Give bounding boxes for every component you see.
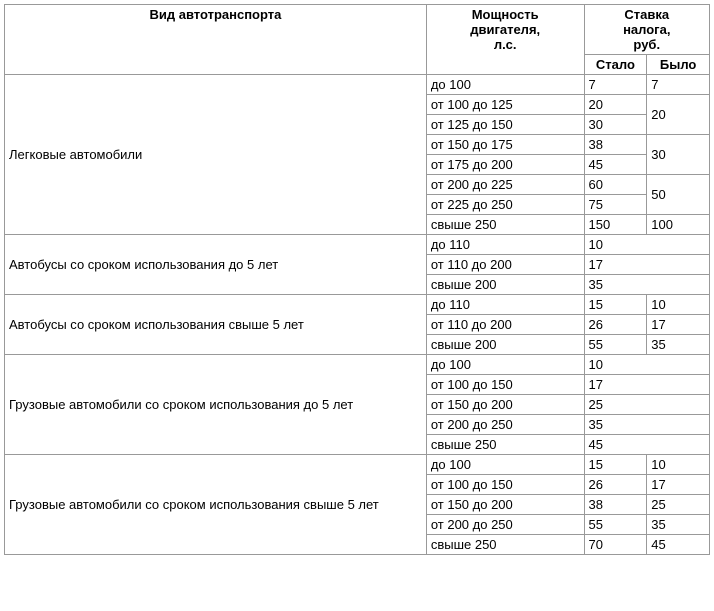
rate-now-cell: 15	[584, 295, 647, 315]
rate-now-cell: 10	[584, 355, 709, 375]
rate-now-cell: 25	[584, 395, 709, 415]
power-cell: от 200 до 225	[426, 175, 584, 195]
rate-now-cell: 30	[584, 115, 647, 135]
power-cell: от 150 до 200	[426, 495, 584, 515]
rate-was-cell: 45	[647, 535, 710, 555]
power-cell: от 100 до 150	[426, 375, 584, 395]
power-cell: от 110 до 200	[426, 255, 584, 275]
rate-now-cell: 70	[584, 535, 647, 555]
vehicle-type-cell: Автобусы со сроком использования свыше 5…	[5, 295, 427, 355]
power-cell: от 225 до 250	[426, 195, 584, 215]
power-cell: свыше 250	[426, 215, 584, 235]
rate-was-cell: 7	[647, 75, 710, 95]
rate-now-cell: 20	[584, 95, 647, 115]
rate-was-cell: 10	[647, 455, 710, 475]
rate-now-cell: 7	[584, 75, 647, 95]
rate-now-cell: 75	[584, 195, 647, 215]
header-tax-rate: Ставканалога,руб.	[584, 5, 709, 55]
power-cell: от 150 до 200	[426, 395, 584, 415]
header-now: Стало	[584, 55, 647, 75]
rate-now-cell: 45	[584, 435, 709, 455]
power-cell: от 125 до 150	[426, 115, 584, 135]
power-cell: от 100 до 150	[426, 475, 584, 495]
vehicle-type-cell: Грузовые автомобили со сроком использова…	[5, 355, 427, 455]
rate-now-cell: 17	[584, 255, 709, 275]
rate-now-cell: 15	[584, 455, 647, 475]
power-cell: до 100	[426, 455, 584, 475]
rate-now-cell: 55	[584, 335, 647, 355]
power-cell: свыше 200	[426, 275, 584, 295]
rate-now-cell: 26	[584, 475, 647, 495]
rate-was-cell: 35	[647, 515, 710, 535]
rate-was-cell: 17	[647, 475, 710, 495]
vehicle-type-cell: Грузовые автомобили со сроком использова…	[5, 455, 427, 555]
rate-was-cell: 25	[647, 495, 710, 515]
table-row: Грузовые автомобили со сроком использова…	[5, 355, 710, 375]
rate-was-cell: 20	[647, 95, 710, 135]
rate-now-cell: 38	[584, 135, 647, 155]
rate-now-cell: 60	[584, 175, 647, 195]
table-row: Грузовые автомобили со сроком использова…	[5, 455, 710, 475]
table-row: Автобусы со сроком использования до 5 ле…	[5, 235, 710, 255]
power-cell: от 200 до 250	[426, 415, 584, 435]
rate-now-cell: 35	[584, 415, 709, 435]
power-cell: до 110	[426, 295, 584, 315]
rate-now-cell: 10	[584, 235, 709, 255]
power-cell: от 175 до 200	[426, 155, 584, 175]
rate-now-cell: 55	[584, 515, 647, 535]
tax-table: Вид автотранспорта Мощностьдвигателя,л.с…	[4, 4, 710, 555]
rate-was-cell: 35	[647, 335, 710, 355]
header-engine-power: Мощностьдвигателя,л.с.	[426, 5, 584, 75]
rate-now-cell: 17	[584, 375, 709, 395]
power-cell: от 100 до 125	[426, 95, 584, 115]
rate-now-cell: 150	[584, 215, 647, 235]
vehicle-type-cell: Легковые автомобили	[5, 75, 427, 235]
power-cell: от 110 до 200	[426, 315, 584, 335]
vehicle-type-cell: Автобусы со сроком использования до 5 ле…	[5, 235, 427, 295]
rate-was-cell: 10	[647, 295, 710, 315]
table-row: Автобусы со сроком использования свыше 5…	[5, 295, 710, 315]
rate-now-cell: 45	[584, 155, 647, 175]
power-cell: до 110	[426, 235, 584, 255]
power-cell: от 200 до 250	[426, 515, 584, 535]
rate-now-cell: 38	[584, 495, 647, 515]
power-cell: свыше 250	[426, 535, 584, 555]
power-cell: от 150 до 175	[426, 135, 584, 155]
rate-now-cell: 26	[584, 315, 647, 335]
rate-was-cell: 100	[647, 215, 710, 235]
power-cell: свыше 250	[426, 435, 584, 455]
rate-was-cell: 30	[647, 135, 710, 175]
power-cell: до 100	[426, 355, 584, 375]
table-row: Легковые автомобилидо 10077	[5, 75, 710, 95]
power-cell: свыше 200	[426, 335, 584, 355]
header-vehicle-type: Вид автотранспорта	[5, 5, 427, 75]
power-cell: до 100	[426, 75, 584, 95]
rate-now-cell: 35	[584, 275, 709, 295]
header-was: Было	[647, 55, 710, 75]
rate-was-cell: 17	[647, 315, 710, 335]
rate-was-cell: 50	[647, 175, 710, 215]
